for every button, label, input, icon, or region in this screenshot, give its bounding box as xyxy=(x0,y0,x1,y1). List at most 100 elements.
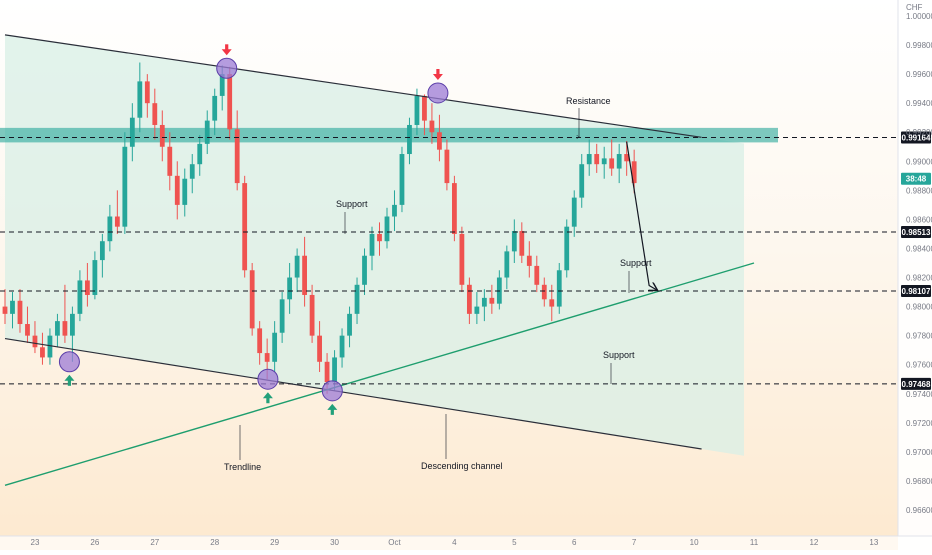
candle-body xyxy=(631,161,637,184)
candle-body xyxy=(70,313,75,336)
candle-body xyxy=(122,146,128,227)
candle-body xyxy=(489,297,495,304)
level-price-label: 0.98107 xyxy=(902,287,931,296)
candle-body xyxy=(249,270,255,329)
time-tick-label: 7 xyxy=(632,538,637,547)
candle-body xyxy=(347,313,352,336)
candle-body xyxy=(437,132,442,150)
time-tick-label: 29 xyxy=(270,538,279,547)
candle-body xyxy=(234,129,240,184)
candle-body xyxy=(339,335,345,358)
descending-channel-fill xyxy=(5,34,744,456)
candle-body xyxy=(84,280,90,295)
candle-body xyxy=(616,154,622,169)
sell-arrow-shaft xyxy=(225,44,229,51)
candle-body xyxy=(362,255,367,285)
candle-body xyxy=(586,154,592,165)
candle-body xyxy=(444,149,450,184)
level-price-tag xyxy=(901,226,931,239)
trendline xyxy=(4,262,755,486)
sell-arrow-shaft xyxy=(436,69,440,76)
currency-label: CHF xyxy=(906,3,923,12)
candle-body xyxy=(99,241,105,261)
candle-body xyxy=(219,74,225,96)
candle-body xyxy=(189,164,195,179)
time-tick-label: 10 xyxy=(690,538,699,547)
candle-body xyxy=(77,280,83,314)
candle-body xyxy=(601,158,607,165)
price-tick-label: 0.96600 xyxy=(906,506,932,515)
support-label-3: Support xyxy=(603,350,635,360)
level-price-label: 0.98513 xyxy=(902,228,931,237)
channel-label: Descending channel xyxy=(421,461,503,471)
support-label-2: Support xyxy=(620,258,652,268)
candle-body xyxy=(242,183,248,271)
time-tick-label: 13 xyxy=(869,538,878,547)
candle-body xyxy=(526,255,532,266)
candle-body xyxy=(481,297,487,307)
candle-body xyxy=(534,265,540,285)
candle-body xyxy=(624,154,630,162)
candle-body xyxy=(182,178,188,205)
trendline-label: Trendline xyxy=(224,462,261,472)
candle-body xyxy=(459,233,465,285)
candle-body xyxy=(279,299,285,333)
candle-body xyxy=(174,175,180,205)
candle-body xyxy=(564,226,570,271)
sell-arrow-head xyxy=(221,49,232,56)
buy-arrow-head xyxy=(327,403,338,410)
buy-arrow-head xyxy=(262,392,273,399)
candle-body xyxy=(407,124,412,155)
candle-body xyxy=(129,117,135,147)
candle-body xyxy=(414,95,420,125)
candle-body xyxy=(309,294,315,336)
time-tick-label: 5 xyxy=(512,538,517,547)
price-axis-bg xyxy=(898,0,932,550)
candle-body xyxy=(107,216,113,242)
candle-body xyxy=(392,204,397,217)
buy-arrow-head xyxy=(64,374,75,381)
candle-body xyxy=(609,158,615,169)
buy-arrow-shaft xyxy=(67,379,72,386)
support-label-1: Support xyxy=(336,199,368,209)
time-axis: 23 26 27 28 29 30 Oct 4 5 6 7 10 11 12 13 xyxy=(0,535,932,550)
candle-body xyxy=(384,216,390,242)
resistance-label: Resistance xyxy=(566,96,611,106)
candle-body xyxy=(197,143,203,165)
candle-body xyxy=(324,361,330,383)
candle-body xyxy=(541,284,547,300)
swing-point-marker xyxy=(58,351,80,373)
candle-body xyxy=(167,146,173,176)
time-tick-label: Oct xyxy=(388,538,401,547)
candle-body xyxy=(10,300,15,314)
candle-body xyxy=(579,164,585,198)
candle-body xyxy=(55,321,60,336)
candle-body xyxy=(556,270,562,307)
candle-body xyxy=(92,260,98,295)
candle-body xyxy=(114,216,120,227)
time-tick-label: 30 xyxy=(330,538,339,547)
time-tick-label: 4 xyxy=(452,538,457,547)
candle-body xyxy=(519,231,525,256)
candle-body xyxy=(2,306,8,314)
channel-bottom-line xyxy=(4,337,702,450)
candle-body xyxy=(294,255,300,278)
level-price-tag xyxy=(901,377,931,390)
candle-body xyxy=(272,332,278,362)
